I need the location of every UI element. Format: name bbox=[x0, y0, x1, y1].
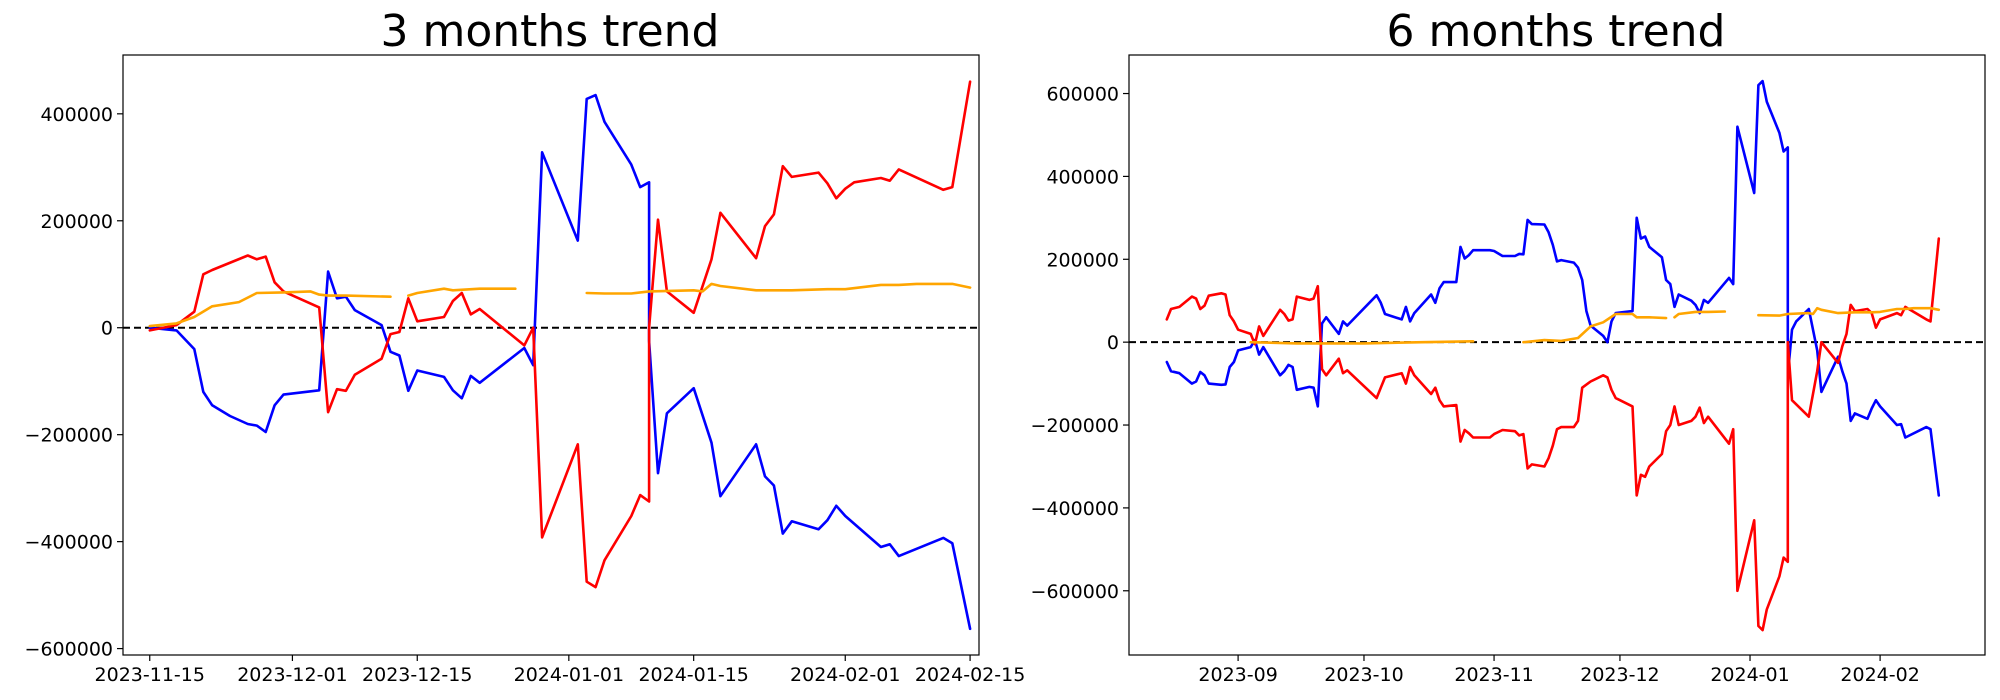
x-tick-label: 2023-12-15 bbox=[362, 664, 472, 686]
x-tick-label: 2024-02-01 bbox=[790, 664, 900, 686]
y-tick-label: 200000 bbox=[40, 211, 113, 233]
x-tick-label: 2024-01 bbox=[1710, 664, 1789, 686]
series-line-2 bbox=[407, 287, 517, 297]
series-line-0 bbox=[148, 93, 972, 631]
y-tick-label: −400000 bbox=[25, 532, 113, 554]
y-tick-label: −200000 bbox=[1031, 415, 1119, 437]
series-line-1 bbox=[148, 80, 972, 589]
x-tick-label: 2023-10 bbox=[1324, 664, 1403, 686]
series-line-2 bbox=[585, 282, 972, 295]
x-tick-label: 2023-11-15 bbox=[95, 664, 205, 686]
chart-3-months: 3 months trend −600000 −400000 −200000 0 200… bbox=[25, 6, 1026, 686]
y-tick-label: 0 bbox=[101, 318, 113, 340]
y-tick-label: −400000 bbox=[1031, 498, 1119, 520]
y-tick-label: 200000 bbox=[1046, 249, 1119, 271]
series-line-2 bbox=[1673, 310, 1727, 319]
y-tick-label: 0 bbox=[1107, 332, 1119, 354]
y-tick-label: −200000 bbox=[25, 425, 113, 447]
x-tick-label: 2023-09 bbox=[1198, 664, 1277, 686]
x-tick-label: 2023-12 bbox=[1580, 664, 1659, 686]
y-tick-label: 600000 bbox=[1046, 84, 1119, 106]
series-line-2 bbox=[1757, 306, 1941, 317]
x-tick-label: 2024-02-15 bbox=[915, 664, 1025, 686]
chart-6-months: 6 months trend −600000 −400000 −200000 0 200… bbox=[1031, 6, 1986, 686]
x-tick-label: 2024-01-01 bbox=[514, 664, 624, 686]
y-tick-label: 400000 bbox=[1046, 166, 1119, 188]
chart-title: 3 months trend bbox=[381, 6, 720, 57]
plot-frame bbox=[122, 54, 980, 656]
series-line-0 bbox=[1165, 79, 1941, 497]
x-tick-label: 2024-02 bbox=[1840, 664, 1919, 686]
y-tick-label: −600000 bbox=[1031, 581, 1119, 603]
x-tick-label: 2024-01-15 bbox=[638, 664, 748, 686]
plot-frame bbox=[1128, 54, 1986, 656]
series-line-2 bbox=[148, 290, 392, 328]
series-line-1 bbox=[1165, 237, 1941, 632]
series-line-2 bbox=[1249, 340, 1475, 345]
x-tick-label: 2023-12-01 bbox=[237, 664, 347, 686]
series-line-2 bbox=[1522, 312, 1668, 344]
x-tick-label: 2023-11 bbox=[1454, 664, 1533, 686]
y-tick-label: −600000 bbox=[25, 639, 113, 661]
chart-title: 6 months trend bbox=[1387, 6, 1726, 57]
y-tick-label: 400000 bbox=[40, 104, 113, 126]
